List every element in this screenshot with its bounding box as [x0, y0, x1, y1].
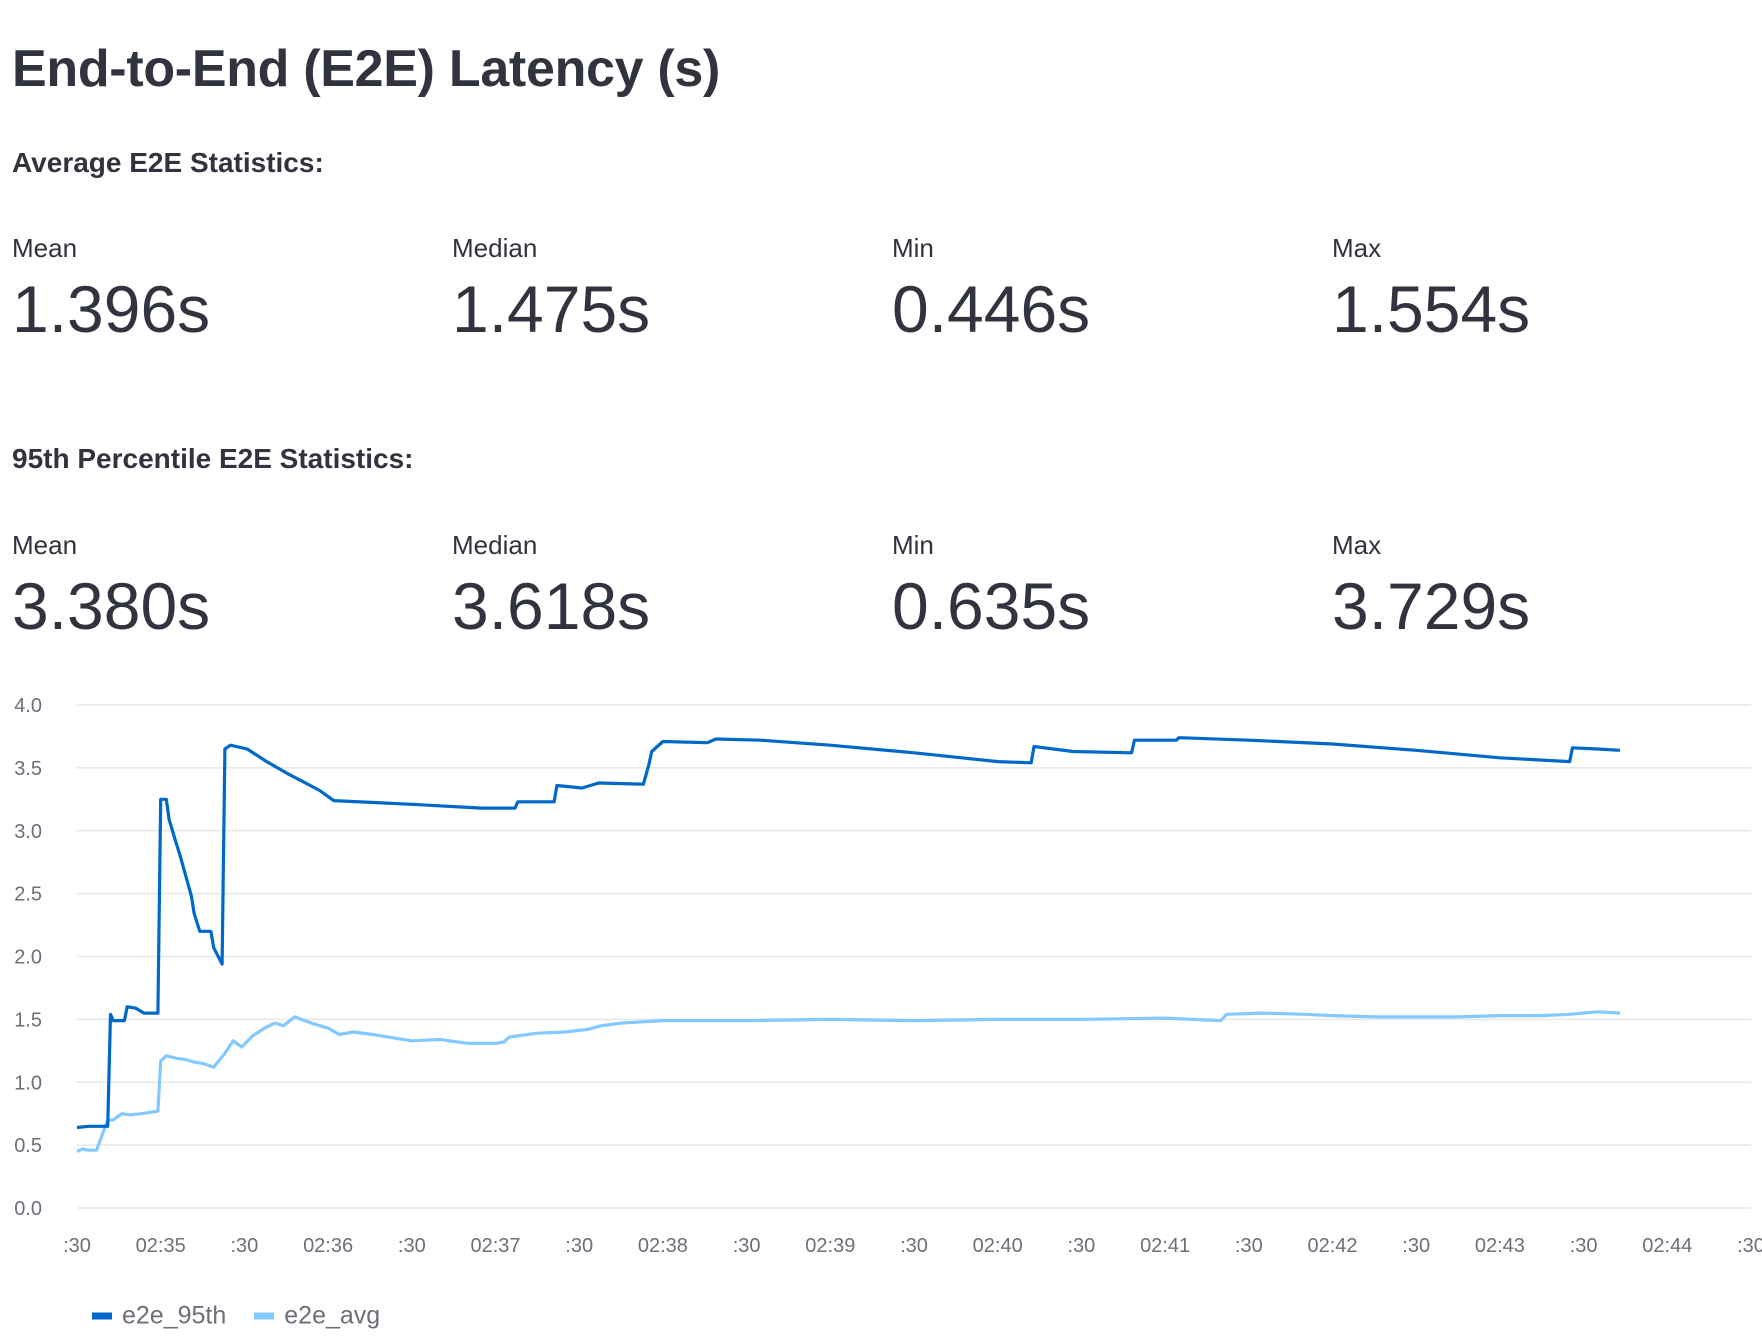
x-tick-label: 02:42 — [1307, 1235, 1357, 1257]
y-tick-label: 3.0 — [14, 821, 42, 843]
p95-stats-heading: 95th Percentile E2E Statistics: — [12, 443, 414, 474]
metric-label: Max — [1332, 530, 1382, 560]
latency-line-chart[interactable]: 0.0 0.5 1.0 1.5 2.0 2.5 3.0 3.5 4.0 :30 02:35 :30 0… — [0, 690, 1762, 1260]
x-tick-label: 02:36 — [303, 1235, 353, 1257]
metric-value: 0.635s — [892, 569, 1091, 644]
y-tick-label: 2.5 — [14, 884, 42, 906]
avg-mean-metric: Mean 1.396s — [12, 233, 210, 349]
metric-value: 0.446s — [892, 272, 1091, 347]
x-tick-label: 02:44 — [1642, 1235, 1692, 1257]
y-tick-label: 3.5 — [14, 758, 42, 780]
average-stats-heading: Average E2E Statistics: — [12, 147, 324, 178]
legend-swatch — [254, 1312, 275, 1320]
y-axis-ticks: 0.0 0.5 1.0 1.5 2.0 2.5 3.0 3.5 4.0 — [14, 695, 42, 1220]
x-tick-label: 02:37 — [470, 1235, 520, 1257]
x-tick-label: :30 — [565, 1235, 593, 1257]
x-tick-label: 02:38 — [638, 1235, 688, 1257]
x-tick-label: :30 — [1570, 1235, 1598, 1257]
x-tick-label: :30 — [1402, 1235, 1430, 1257]
p95-mean-metric: Mean 3.380s — [12, 530, 210, 646]
x-tick-label: :30 — [733, 1235, 761, 1257]
legend-label: e2e_95th — [122, 1301, 227, 1330]
avg-min-metric: Min 0.446s — [892, 233, 1090, 349]
x-tick-label: 02:35 — [136, 1235, 186, 1257]
metric-value: 1.554s — [1332, 272, 1531, 347]
legend-label: e2e_avg — [284, 1301, 381, 1330]
metric-label: Min — [892, 530, 934, 560]
y-tick-label: 0.5 — [14, 1135, 42, 1157]
x-tick-label: 02:43 — [1475, 1235, 1525, 1257]
metric-label: Median — [452, 233, 538, 263]
avg-median-metric: Median 1.475s — [452, 233, 650, 349]
chart-series[interactable] — [76, 736, 1620, 1153]
series-line-e2e-avg[interactable] — [76, 1010, 1620, 1153]
metric-label: Min — [892, 233, 934, 263]
x-tick-label: 02:40 — [973, 1235, 1023, 1257]
legend-item-e2e-avg[interactable]: e2e_avg — [254, 1301, 381, 1330]
y-tick-label: 4.0 — [14, 695, 42, 717]
p95-stats-row: Mean 3.380s Median 3.618s Min 0.635s Max… — [12, 530, 1762, 650]
chart-legend[interactable]: e2e_95th e2e_avg — [92, 1301, 381, 1330]
metric-label: Mean — [12, 233, 78, 263]
page-title: End-to-End (E2E) Latency (s) — [12, 40, 721, 98]
metric-label: Mean — [12, 530, 78, 560]
metric-value: 1.475s — [452, 272, 651, 347]
metric-value: 1.396s — [12, 272, 211, 347]
metric-label: Median — [452, 530, 538, 560]
legend-swatch — [92, 1312, 112, 1320]
x-tick-label: 02:41 — [1140, 1235, 1190, 1257]
p95-median-metric: Median 3.618s — [452, 530, 650, 646]
p95-min-metric: Min 0.635s — [892, 530, 1090, 646]
metric-value: 3.618s — [452, 569, 651, 644]
series-line-e2e-95th[interactable] — [76, 736, 1620, 1130]
x-axis-ticks: :30 02:35 :30 02:36 :30 02:37 :30 02:38 :30 02:39… — [63, 1235, 1762, 1257]
y-tick-label: 1.5 — [14, 1009, 42, 1031]
chart-grid — [77, 704, 1751, 1209]
x-tick-label: :30 — [230, 1235, 258, 1257]
y-tick-label: 2.0 — [14, 947, 42, 969]
average-stats-row: Mean 1.396s Median 1.475s Min 0.446s Max… — [12, 233, 1762, 353]
x-tick-label: :30 — [63, 1235, 91, 1257]
x-tick-label: :30 — [398, 1235, 426, 1257]
metric-label: Max — [1332, 233, 1382, 263]
x-tick-label: :30 — [1235, 1235, 1263, 1257]
metric-value: 3.729s — [1332, 569, 1531, 644]
x-tick-label: :30 — [1067, 1235, 1095, 1257]
x-tick-label: 02:39 — [805, 1235, 855, 1257]
p95-max-metric: Max 3.729s — [1332, 530, 1530, 646]
avg-max-metric: Max 1.554s — [1332, 233, 1530, 349]
x-tick-label: :30 — [900, 1235, 928, 1257]
metric-value: 3.380s — [12, 569, 211, 644]
y-tick-label: 1.0 — [14, 1072, 42, 1094]
x-tick-label: :30 — [1737, 1235, 1762, 1257]
legend-item-e2e-95th[interactable]: e2e_95th — [92, 1301, 227, 1330]
y-tick-label: 0.0 — [14, 1198, 42, 1220]
